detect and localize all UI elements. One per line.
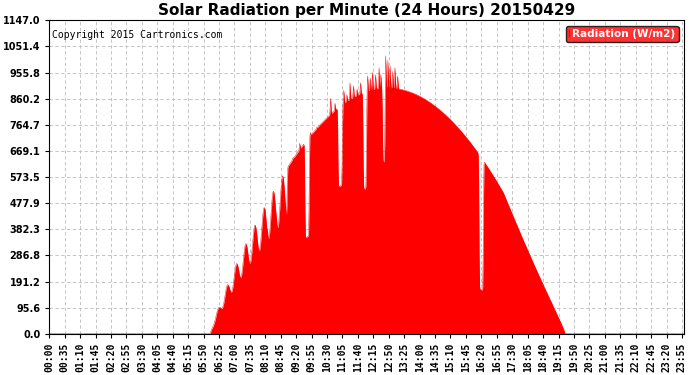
Legend: Radiation (W/m2): Radiation (W/m2) (566, 26, 678, 42)
Text: Copyright 2015 Cartronics.com: Copyright 2015 Cartronics.com (52, 30, 223, 40)
Title: Solar Radiation per Minute (24 Hours) 20150429: Solar Radiation per Minute (24 Hours) 20… (158, 3, 575, 18)
